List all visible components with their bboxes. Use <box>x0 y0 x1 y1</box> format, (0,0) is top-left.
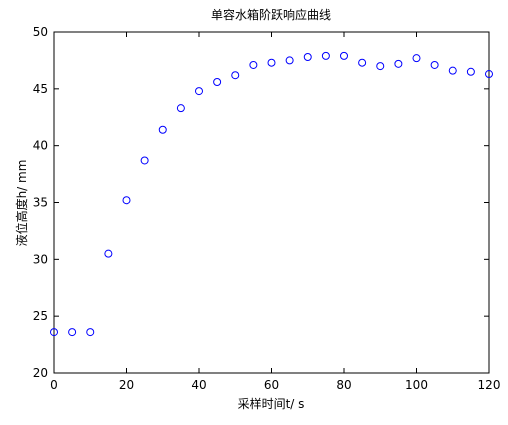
point <box>104 249 113 258</box>
x-tick-label: 80 <box>336 378 351 392</box>
point <box>358 58 367 67</box>
point <box>176 104 185 113</box>
point <box>140 156 149 165</box>
point <box>68 328 77 337</box>
point <box>122 196 131 205</box>
y-tick-label: 45 <box>33 82 48 96</box>
x-tick-label: 100 <box>405 378 428 392</box>
point <box>86 328 95 337</box>
x-tick-label: 40 <box>191 378 206 392</box>
point <box>430 60 439 69</box>
point <box>285 56 294 65</box>
y-axis-label: 液位高度h/ mm <box>14 160 29 247</box>
y-tick-label: 35 <box>33 196 48 210</box>
chart-title: 单容水箱阶跃响应曲线 <box>211 7 331 22</box>
point <box>340 51 348 60</box>
point <box>213 78 222 87</box>
x-axis-label: 采样时间t/ s <box>238 396 305 411</box>
y-tick-label: 40 <box>33 139 48 153</box>
x-tick-label: 60 <box>264 378 279 392</box>
point <box>303 53 312 62</box>
y-tick-label: 25 <box>33 309 48 323</box>
point <box>412 54 421 63</box>
point <box>321 51 330 60</box>
point <box>249 60 258 69</box>
point <box>158 125 167 134</box>
point <box>50 328 58 337</box>
point <box>195 87 203 96</box>
point <box>376 62 385 71</box>
x-tick-label: 20 <box>119 378 134 392</box>
x-tick-label: 120 <box>478 378 501 392</box>
y-tick-label: 50 <box>33 25 48 39</box>
y-tick-label: 30 <box>33 252 48 266</box>
y-tick-label: 20 <box>33 366 48 380</box>
point <box>448 66 457 75</box>
point <box>485 70 493 79</box>
point <box>466 67 475 76</box>
point <box>394 59 403 68</box>
point <box>231 71 240 80</box>
plot-frame <box>53 31 490 374</box>
point <box>267 58 276 67</box>
x-tick-label: 0 <box>50 378 58 392</box>
